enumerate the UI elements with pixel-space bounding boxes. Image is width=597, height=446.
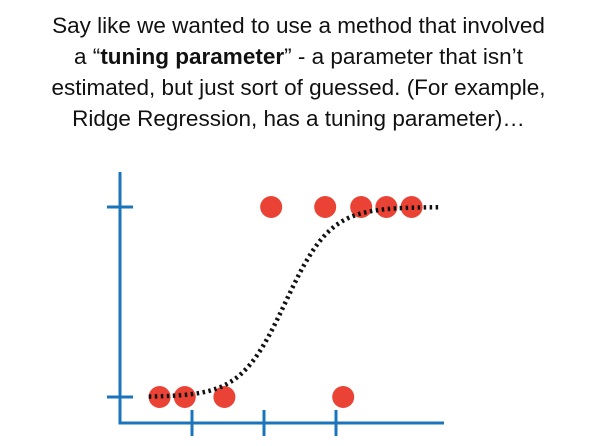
caption-line-2-start: a “ [74, 44, 101, 69]
data-point [350, 196, 373, 218]
data-point [148, 386, 171, 408]
caption-line-2: a “tuning parameter” - a parameter that … [0, 41, 597, 72]
data-point [314, 196, 337, 218]
logistic-curve [148, 204, 441, 399]
plot-axes [118, 172, 444, 425]
data-point [173, 386, 196, 408]
data-point [332, 386, 355, 408]
caption-text: Say like we wanted to use a method that … [0, 10, 597, 134]
caption-line-3: estimated, but just sort of guessed. (Fo… [51, 75, 546, 100]
caption-line-4: Ridge Regression, has a tuning parameter… [72, 106, 525, 131]
data-points [148, 196, 423, 408]
axis-ticks [107, 205, 338, 436]
data-point [260, 196, 283, 218]
tuning-parameter-term: tuning parameter [100, 44, 285, 69]
data-point [375, 196, 398, 218]
data-point [213, 386, 236, 408]
caption-line-2-end: ” - a parameter that isn’t [284, 44, 523, 69]
data-point [400, 196, 423, 218]
caption-line-1: Say like we wanted to use a method that … [52, 13, 545, 38]
